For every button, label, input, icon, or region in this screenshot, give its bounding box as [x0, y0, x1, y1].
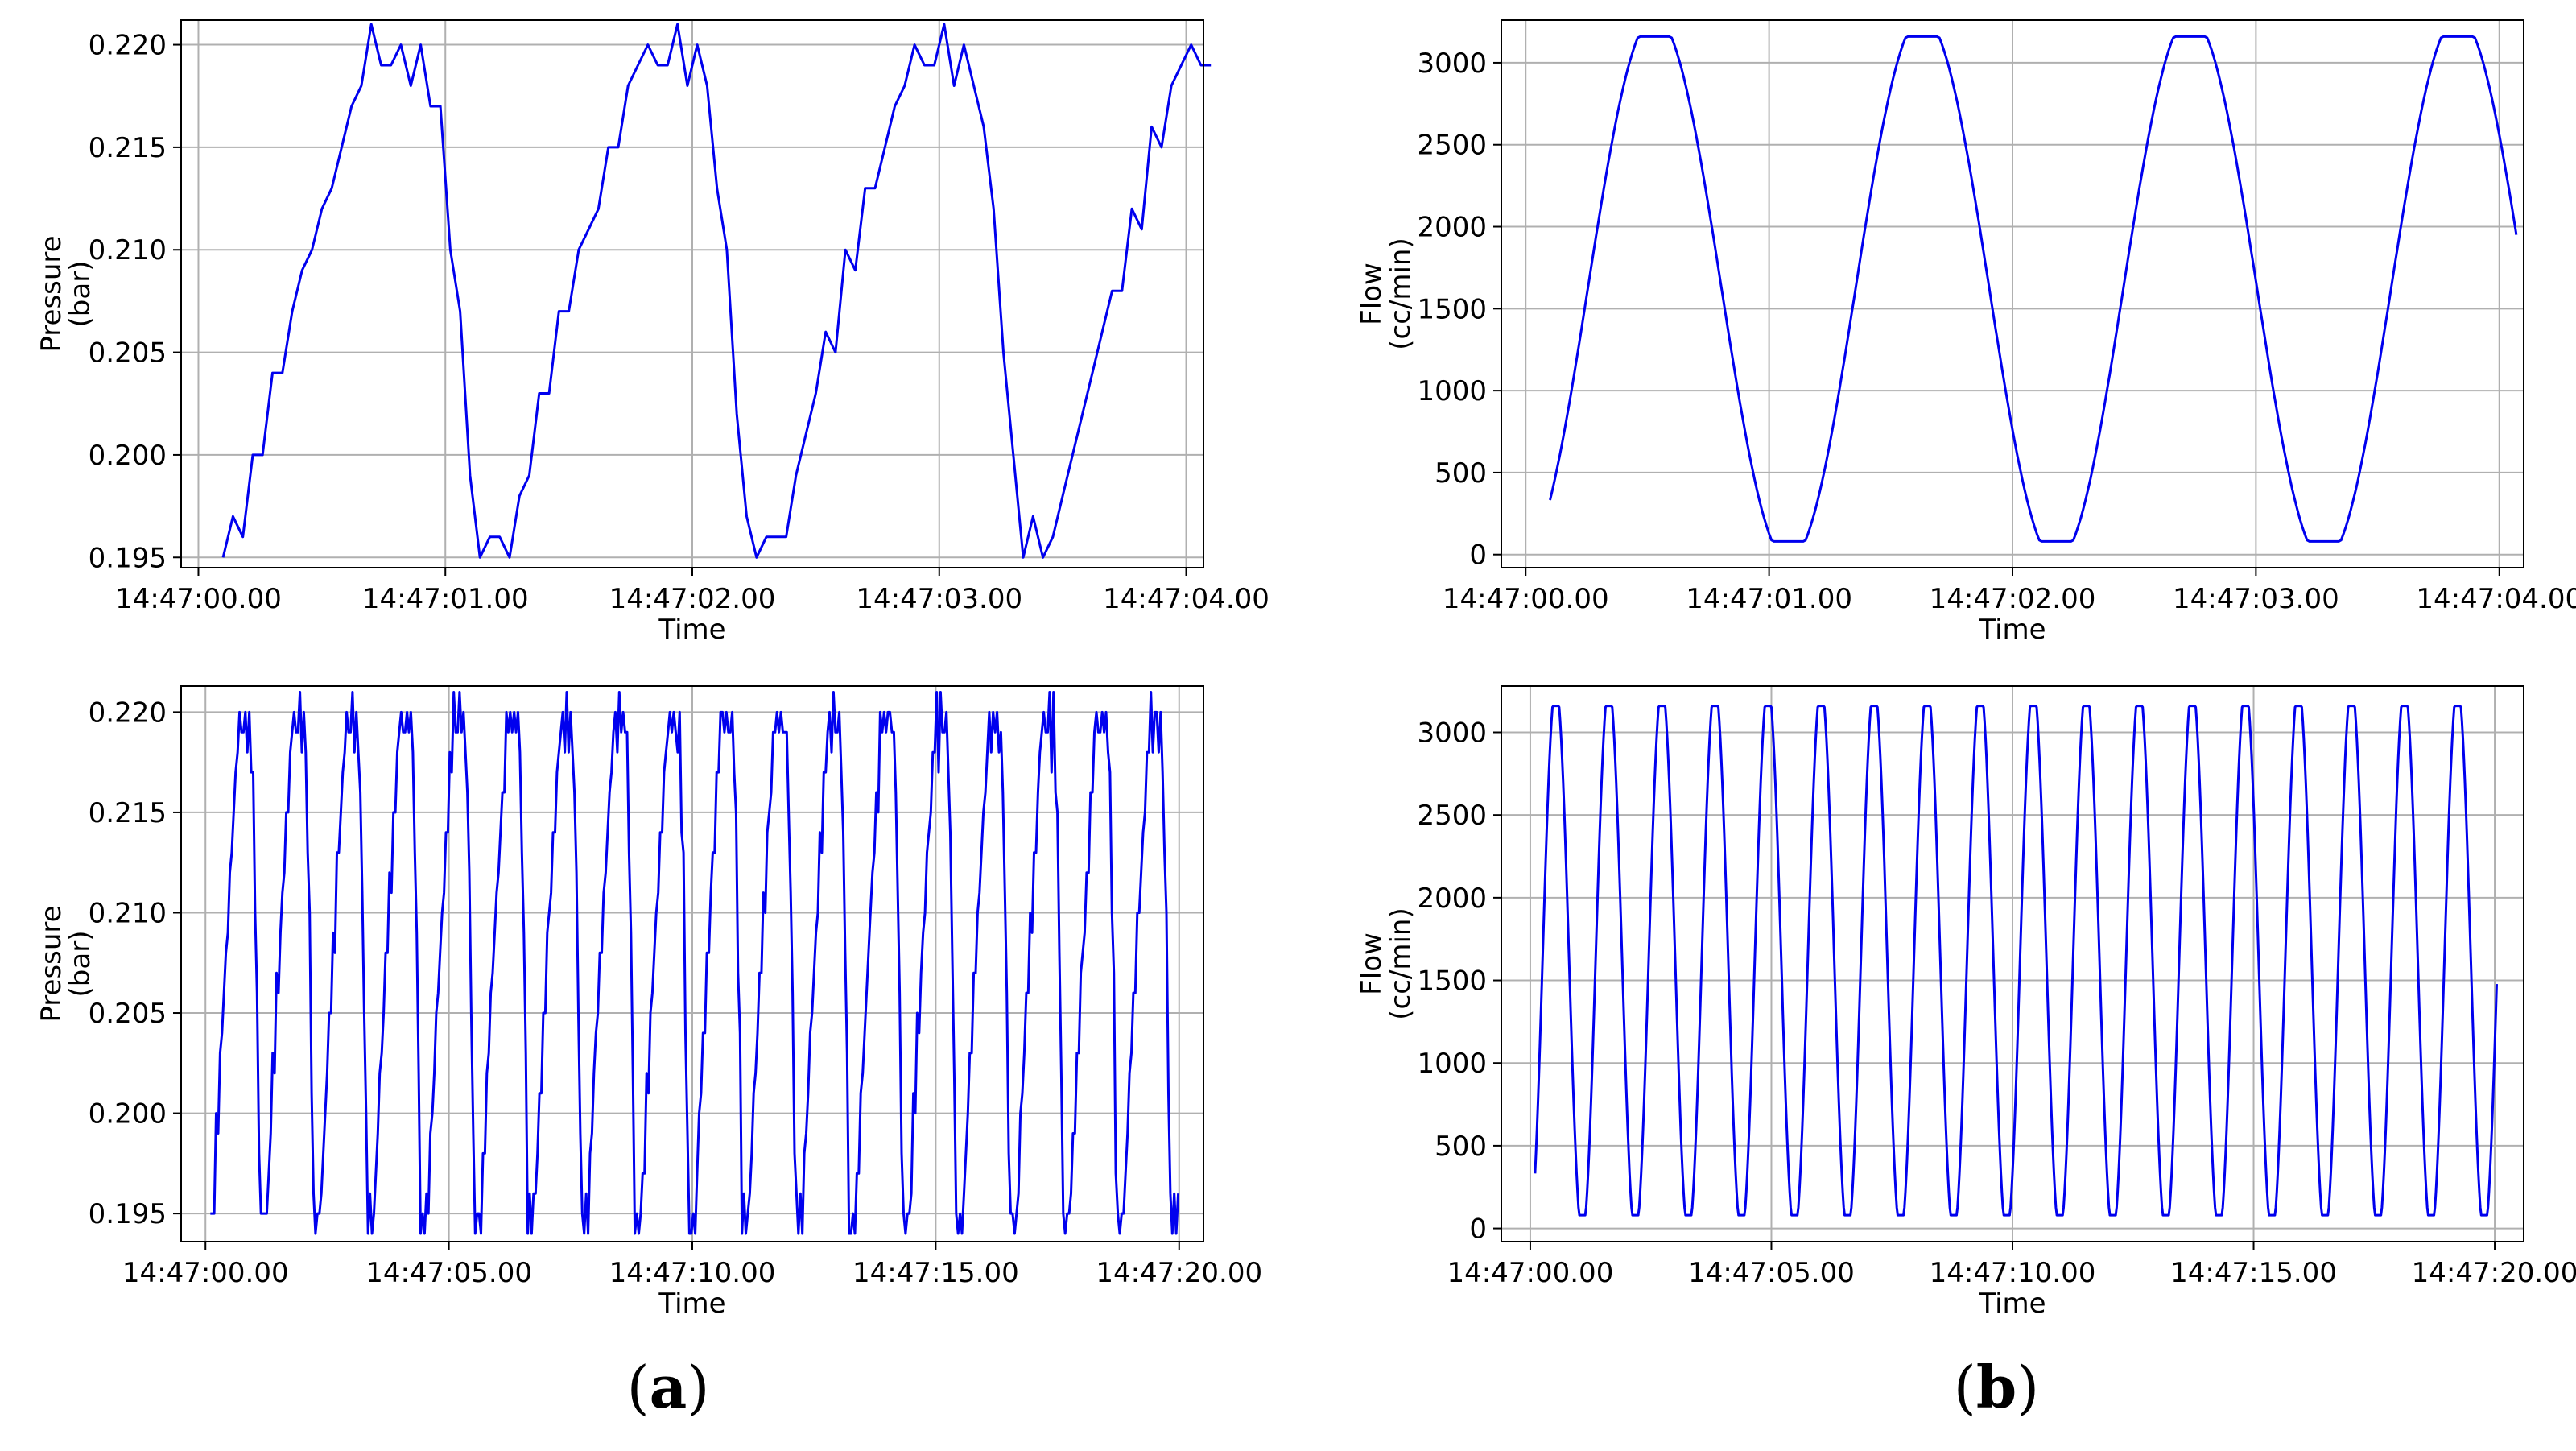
- x-tick-label: 14:47:20.00: [2412, 1257, 2576, 1289]
- x-tick-label: 14:47:04.00: [1103, 583, 1269, 615]
- y-tick-label: 0.205: [89, 998, 167, 1030]
- caption-a: (a): [626, 1353, 710, 1421]
- series-line-b-top: [1549, 35, 2518, 543]
- chart-a-bottom: 14:47:00.00 14:47:05.00 14:47:10.00 14:47:1…: [35, 685, 1262, 1320]
- x-tick-label: 14:47:04.00: [2416, 583, 2576, 615]
- y-tick-label: 1500: [1417, 965, 1487, 998]
- x-tick-label: 14:47:02.00: [1930, 583, 2096, 615]
- y-axis-label: Flow(cc/min): [1356, 907, 1417, 1020]
- y-axis-label: Flow(cc/min): [1356, 238, 1417, 350]
- series-line-b-bottom: [1534, 705, 2498, 1217]
- y-tick-label: 0.200: [89, 1098, 167, 1131]
- y-axis-label-line: (cc/min): [1385, 907, 1417, 1020]
- x-axis-label: Time: [1978, 1288, 2046, 1320]
- chart-a-top: 14:47:00.00 14:47:01.00 14:47:02.00 14:47:0…: [35, 19, 1269, 646]
- y-tick-label: 0.195: [89, 1198, 167, 1230]
- y-tick-label: 1500: [1417, 293, 1487, 325]
- y-axis-label-line: Pressure: [35, 235, 68, 352]
- x-tick-label: 14:47:00.00: [122, 1257, 289, 1289]
- y-tick-label: 0.220: [89, 697, 167, 729]
- x-tick-label: 14:47:01.00: [1686, 583, 1852, 615]
- y-axis-label: Pressure(bar): [35, 905, 97, 1022]
- x-tick-label: 14:47:03.00: [856, 583, 1022, 615]
- series-line-a-top: [221, 23, 1212, 559]
- x-tick-label: 14:47:10.00: [609, 1257, 776, 1289]
- y-tick-label: 500: [1435, 457, 1487, 490]
- y-tick-label: 1000: [1417, 375, 1487, 407]
- x-tick-label: 14:47:15.00: [852, 1257, 1019, 1289]
- x-axis-label: Time: [658, 614, 725, 646]
- x-axis-label: Time: [658, 1288, 725, 1320]
- y-tick-label: 3000: [1417, 48, 1487, 80]
- x-tick-label: 14:47:05.00: [1688, 1257, 1855, 1289]
- y-axis-label-line: Flow: [1356, 263, 1388, 325]
- y-tick-label: 0.210: [89, 234, 167, 267]
- x-tick-label: 14:47:10.00: [1930, 1257, 2096, 1289]
- x-tick-label: 14:47:05.00: [365, 1257, 532, 1289]
- y-tick-label: 2000: [1417, 212, 1487, 244]
- y-axis-label-line: Flow: [1356, 932, 1388, 995]
- y-tick-label: 3000: [1417, 717, 1487, 750]
- x-tick-label: 14:47:01.00: [362, 583, 529, 615]
- y-axis-label-line: (bar): [64, 261, 97, 328]
- y-axis-label: Pressure(bar): [35, 235, 97, 352]
- y-axis-label-line: (cc/min): [1385, 238, 1417, 350]
- y-tick-label: 2500: [1417, 130, 1487, 162]
- x-tick-label: 14:47:00.00: [115, 583, 282, 615]
- y-tick-label: 0: [1469, 539, 1487, 572]
- x-tick-label: 14:47:03.00: [2173, 583, 2339, 615]
- caption-b: (b): [1953, 1353, 2040, 1421]
- x-tick-label: 14:47:02.00: [609, 583, 776, 615]
- chart-b-bottom: 14:47:00.00 14:47:05.00 14:47:10.00 14:47:1…: [1356, 685, 2576, 1320]
- y-tick-label: 0.200: [89, 440, 167, 472]
- y-tick-label: 0.215: [89, 132, 167, 164]
- x-axis-label: Time: [1978, 614, 2046, 646]
- y-tick-label: 0: [1469, 1213, 1487, 1246]
- y-tick-label: 2000: [1417, 883, 1487, 915]
- y-tick-label: 0.215: [89, 797, 167, 829]
- y-tick-label: 0.220: [89, 30, 167, 62]
- caption-a-letter: a: [649, 1353, 687, 1421]
- y-tick-label: 500: [1435, 1131, 1487, 1163]
- y-tick-label: 2500: [1417, 800, 1487, 832]
- x-tick-label: 14:47:00.00: [1447, 1257, 1614, 1289]
- y-tick-label: 0.210: [89, 897, 167, 929]
- x-tick-label: 14:47:15.00: [2170, 1257, 2337, 1289]
- y-tick-label: 0.195: [89, 542, 167, 574]
- caption-b-letter: b: [1975, 1353, 2017, 1421]
- y-axis-label-line: (bar): [64, 931, 97, 998]
- x-tick-label: 14:47:20.00: [1096, 1257, 1262, 1289]
- y-tick-label: 0.205: [89, 337, 167, 370]
- y-tick-label: 1000: [1417, 1048, 1487, 1080]
- y-axis-label-line: Pressure: [35, 905, 68, 1022]
- chart-b-top: 14:47:00.00 14:47:01.00 14:47:02.00 14:47:0…: [1356, 19, 2576, 646]
- series-line-a-bottom: [210, 691, 1180, 1235]
- x-tick-label: 14:47:00.00: [1443, 583, 1609, 615]
